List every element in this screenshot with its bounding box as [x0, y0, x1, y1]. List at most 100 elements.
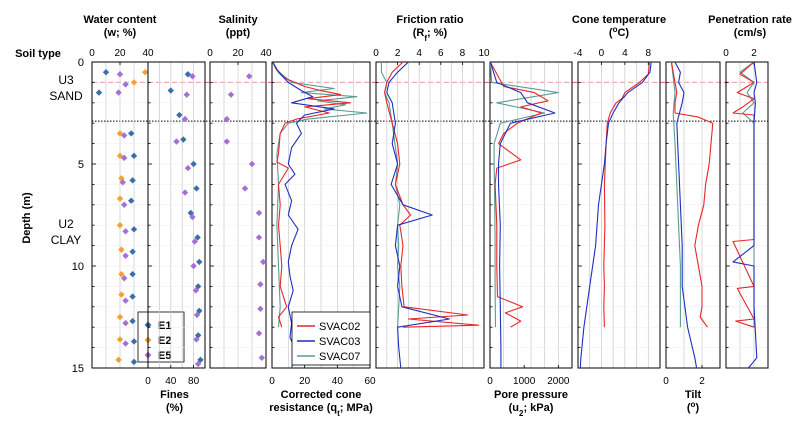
tick-label-fines: 40 [165, 376, 177, 387]
tick-label-salinity: 0 [207, 48, 213, 59]
subtitle-rate: (cm/s) [734, 27, 767, 39]
legend-label-SVAC03: SVAC03 [319, 336, 360, 348]
tick-label-qt: 0 [269, 376, 275, 387]
marker-salinity-E5 [257, 305, 264, 313]
marker-fines-E5 [191, 238, 198, 245]
xlabel2-qt-part: ; MPa) [340, 402, 373, 414]
marker-fines-E1 [194, 283, 202, 290]
tick-label-temp: 0 [599, 48, 605, 59]
marker-water-E1 [130, 152, 138, 160]
marker-water-E2 [118, 291, 125, 298]
marker-water-E5 [121, 154, 128, 162]
marker-salinity-E5 [260, 258, 267, 266]
marker-water-E1 [128, 197, 135, 204]
frame-temp [577, 61, 661, 369]
xlabel2-u2: (u2; kPa) [509, 402, 554, 418]
xunit-tilt-part: ) [695, 402, 699, 414]
marker-water-E5 [121, 275, 128, 282]
frame-rf [375, 61, 485, 369]
trace-rf-SVAC03 [386, 61, 450, 369]
marker-fines-E1 [180, 136, 187, 143]
subtitle-rf-part: (R [413, 27, 425, 39]
xlabel2-u2-part: (u [509, 402, 519, 414]
tick-label-rate: 2 [751, 48, 757, 59]
marker-fines-E1 [197, 356, 204, 364]
xunit-tilt-part: o [691, 400, 696, 409]
marker-fines-E1 [193, 185, 200, 192]
marker-fines-E1 [176, 111, 183, 119]
marker-fines-E5 [189, 213, 196, 221]
xlabel-tilt: Tilt [685, 389, 702, 401]
depth-tick-10: 10 [72, 261, 84, 273]
xlabel-qt: Corrected cone [281, 389, 362, 401]
marker-water-E2 [116, 195, 124, 202]
marker-fines-E5 [194, 360, 202, 368]
panel-rf [375, 61, 485, 369]
marker-water-E5 [122, 297, 129, 304]
frame-tilt [665, 61, 721, 369]
marker-fines-E1 [194, 332, 202, 339]
marker-water-E1 [95, 89, 103, 96]
tick-label-rate: 0 [723, 48, 729, 59]
tick-label-water: 40 [142, 48, 154, 59]
marker-water-E2 [116, 152, 124, 160]
tick-label-rf: 8 [460, 48, 466, 59]
frame-qt [271, 61, 371, 369]
tick-label-temp: 4 [622, 48, 628, 59]
xunit-fines: (%) [166, 402, 183, 414]
tick-label-tilt: 2 [699, 376, 705, 387]
xlabel2-u2-part: 2 [519, 409, 524, 418]
xunit-tilt: (o) [687, 400, 700, 415]
trace-qt-SVAC02 [272, 61, 351, 328]
title-rf: Friction ratio [396, 14, 464, 26]
layer-u3-name: SAND [49, 89, 83, 103]
panel-rate [725, 61, 769, 369]
frame-u2 [489, 61, 573, 369]
tick-label-tilt: 0 [663, 376, 669, 387]
marker-fines-E5 [184, 164, 192, 172]
tick-label-salinity: 40 [260, 48, 272, 59]
tick-label-qt: 60 [364, 376, 376, 387]
title-temp: Cone temperature [572, 14, 666, 26]
tick-label-water: 0 [89, 48, 95, 59]
marker-water-E5 [116, 71, 124, 78]
marker-salinity-E5 [257, 281, 264, 288]
marker-water-E5 [115, 89, 122, 96]
subtitle-temp: (oC) [609, 25, 630, 40]
tick-label-temp: -4 [574, 48, 583, 59]
subtitle-temp-part: ( [609, 27, 613, 39]
subtitle-rf: (Rf; %) [413, 27, 448, 43]
marker-water-E1 [129, 317, 136, 325]
marker-salinity-E5 [255, 209, 263, 217]
marker-water-E2 [116, 222, 124, 229]
marker-salinity-E5 [227, 91, 235, 98]
marker-salinity-E5 [241, 185, 249, 192]
marker-water-E2 [130, 79, 138, 86]
xlabel2-u2-part: ; kPa) [523, 402, 553, 414]
marker-water-E2 [115, 356, 122, 364]
frame-fines [147, 61, 206, 369]
marker-water-E1 [129, 293, 136, 300]
trace-temp-SVAC02 [603, 61, 651, 328]
marker-water-E1 [129, 270, 136, 278]
tick-label-rf: 4 [416, 48, 422, 59]
trace-rf-SVAC02 [384, 61, 480, 328]
marker-salinity-E5 [255, 330, 263, 337]
legend-label-SVAC07: SVAC07 [319, 351, 360, 363]
tick-label-salinity: 20 [232, 48, 244, 59]
legend-label-E1: E1 [158, 320, 171, 332]
layer-u2-code: U2 [58, 217, 74, 231]
marker-fines-E5 [193, 311, 201, 319]
xlabel2-qt-part: resistance (q [269, 402, 337, 414]
xlabel2-qt: resistance (qt; MPa) [269, 402, 373, 418]
layer-u2-name: CLAY [51, 233, 81, 247]
marker-water-E2 [118, 246, 125, 253]
tick-label-fines: 0 [145, 376, 151, 387]
xlabel2-qt-part: t [337, 409, 340, 418]
marker-salinity-E5 [258, 354, 265, 361]
frame-rate [725, 61, 769, 369]
panel-tilt [665, 61, 721, 369]
depth-tick-5: 5 [78, 159, 84, 171]
marker-fines-E5 [192, 287, 200, 294]
